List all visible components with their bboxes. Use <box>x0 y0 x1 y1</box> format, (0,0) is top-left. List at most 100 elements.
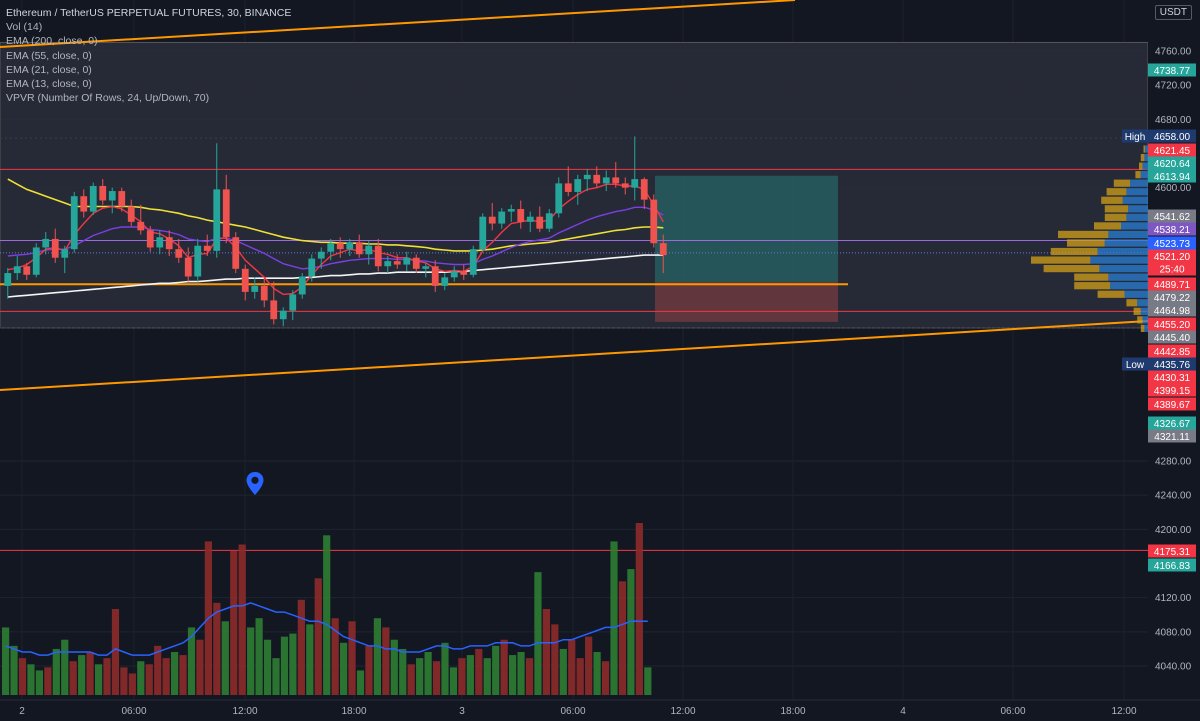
price-tick-label: 4720.00 <box>1155 81 1192 92</box>
volume-bar <box>137 661 145 695</box>
candle <box>4 267 12 299</box>
candle <box>631 136 639 201</box>
vpvr-bar-up <box>1124 290 1148 298</box>
candle-body <box>89 185 97 212</box>
candle-body <box>593 174 601 184</box>
location-pin-icon[interactable] <box>245 471 265 497</box>
volume-bar <box>432 661 441 695</box>
candle-body <box>555 183 563 214</box>
volume-bar <box>399 648 407 695</box>
price-label: 4175.31 <box>1148 544 1196 558</box>
price-label-bg <box>1148 330 1196 344</box>
price-label-bg <box>1148 416 1196 430</box>
volume-bar <box>610 541 618 695</box>
volume-bar <box>238 544 246 695</box>
volume-bar <box>576 658 584 695</box>
volume-bar <box>551 624 559 695</box>
volume-bar <box>500 639 508 695</box>
volume-bar <box>525 658 534 695</box>
price-tick-label: 4760.00 <box>1155 47 1192 58</box>
indicator-ema-55[interactable]: EMA (55, close, 0) <box>6 49 92 62</box>
price-label-bg <box>1148 249 1196 276</box>
volume-bar <box>466 655 474 695</box>
price-label: 4479.22 <box>1148 290 1196 304</box>
candle <box>270 281 278 325</box>
vpvr-bar-down <box>1104 213 1127 221</box>
candle <box>365 240 373 265</box>
volume-bar <box>483 658 491 695</box>
price-label: 4538.21 <box>1148 222 1196 236</box>
vpvr-bar-up <box>1144 324 1148 333</box>
candle <box>374 238 382 272</box>
candle <box>61 245 69 274</box>
candle-body <box>42 238 50 248</box>
price-label-bg <box>1148 129 1196 143</box>
ema-55-line <box>7 178 664 252</box>
volume-bar <box>365 645 373 695</box>
candle-body <box>203 245 211 251</box>
indicator-volume[interactable]: Vol (14) <box>6 21 43 34</box>
volume-bar <box>128 673 136 695</box>
position-loss-zone <box>655 281 838 322</box>
symbol-title[interactable]: Ethereum / TetherUS PERPETUAL FUTURES, 3… <box>6 7 292 19</box>
time-tick-label: 06:00 <box>1000 706 1025 717</box>
price-label-text: 4321.11 <box>1154 432 1190 443</box>
candle <box>526 211 534 233</box>
price-label: 4445.40 <box>1148 330 1196 344</box>
candle <box>118 187 126 212</box>
vpvr-bar-down <box>1031 256 1091 264</box>
candle <box>137 204 145 235</box>
candle-body <box>631 179 639 188</box>
candle-body <box>507 209 515 212</box>
volume-bar <box>314 578 322 695</box>
volume-bar <box>213 602 221 695</box>
volume-bar <box>196 639 204 695</box>
ema-21-line <box>7 206 664 270</box>
candle <box>355 234 363 258</box>
time-tick-label: 3 <box>459 706 465 717</box>
vpvr-bar-down <box>1094 222 1121 230</box>
volume-ma-line <box>5 602 648 656</box>
price-label: 4389.67 <box>1148 397 1196 411</box>
vpvr-bar-down <box>1135 171 1141 179</box>
volume-bar <box>585 636 593 695</box>
vpvr-bar-up <box>1130 179 1148 187</box>
vpvr-bar-up <box>1142 316 1148 324</box>
vpvr-bar-up <box>1142 162 1148 170</box>
price-label-text: 4455.20 <box>1154 320 1191 331</box>
price-label-text: 4442.85 <box>1154 347 1191 358</box>
indicator-vpvr[interactable]: VPVR (Number Of Rows, 24, Up/Down, 70) <box>6 92 210 105</box>
indicator-ema-13[interactable]: EMA (13, close, 0) <box>6 78 92 91</box>
vpvr-bar-up <box>1108 273 1148 281</box>
candle-body <box>393 261 401 265</box>
candle <box>308 254 316 282</box>
vpvr-bar-down <box>1101 196 1123 204</box>
price-label: 4620.64 <box>1148 156 1196 170</box>
price-label: 4166.83 <box>1148 558 1196 572</box>
price-label: 4464.98 <box>1148 303 1196 317</box>
volume-bar <box>559 648 567 695</box>
price-label-text: 4166.83 <box>1154 561 1191 572</box>
price-label: 4621.45 <box>1148 143 1196 157</box>
candle-body <box>308 258 316 277</box>
price-label-text: 4521.20 <box>1154 252 1191 263</box>
price-label: 4399.15 <box>1148 383 1196 397</box>
price-label-bg <box>1148 303 1196 317</box>
candle-body <box>479 216 487 250</box>
indicator-ema-200[interactable]: EMA (200, close, 0) <box>6 35 98 48</box>
price-label: 4541.62 <box>1148 209 1196 223</box>
volume-bar <box>416 658 424 695</box>
currency-selector[interactable]: USDT <box>1154 5 1192 20</box>
candle <box>593 166 601 188</box>
candle-body <box>469 249 477 275</box>
candle <box>127 199 135 227</box>
vpvr-bar-up <box>1090 256 1148 264</box>
vpvr-bar-up <box>1144 153 1148 162</box>
indicator-ema-21[interactable]: EMA (21, close, 0) <box>6 63 92 76</box>
candle-body <box>4 273 12 286</box>
candle <box>564 166 572 197</box>
volume-bar <box>373 618 381 695</box>
candle-body <box>621 183 629 188</box>
time-tick-label: 2 <box>19 706 25 717</box>
